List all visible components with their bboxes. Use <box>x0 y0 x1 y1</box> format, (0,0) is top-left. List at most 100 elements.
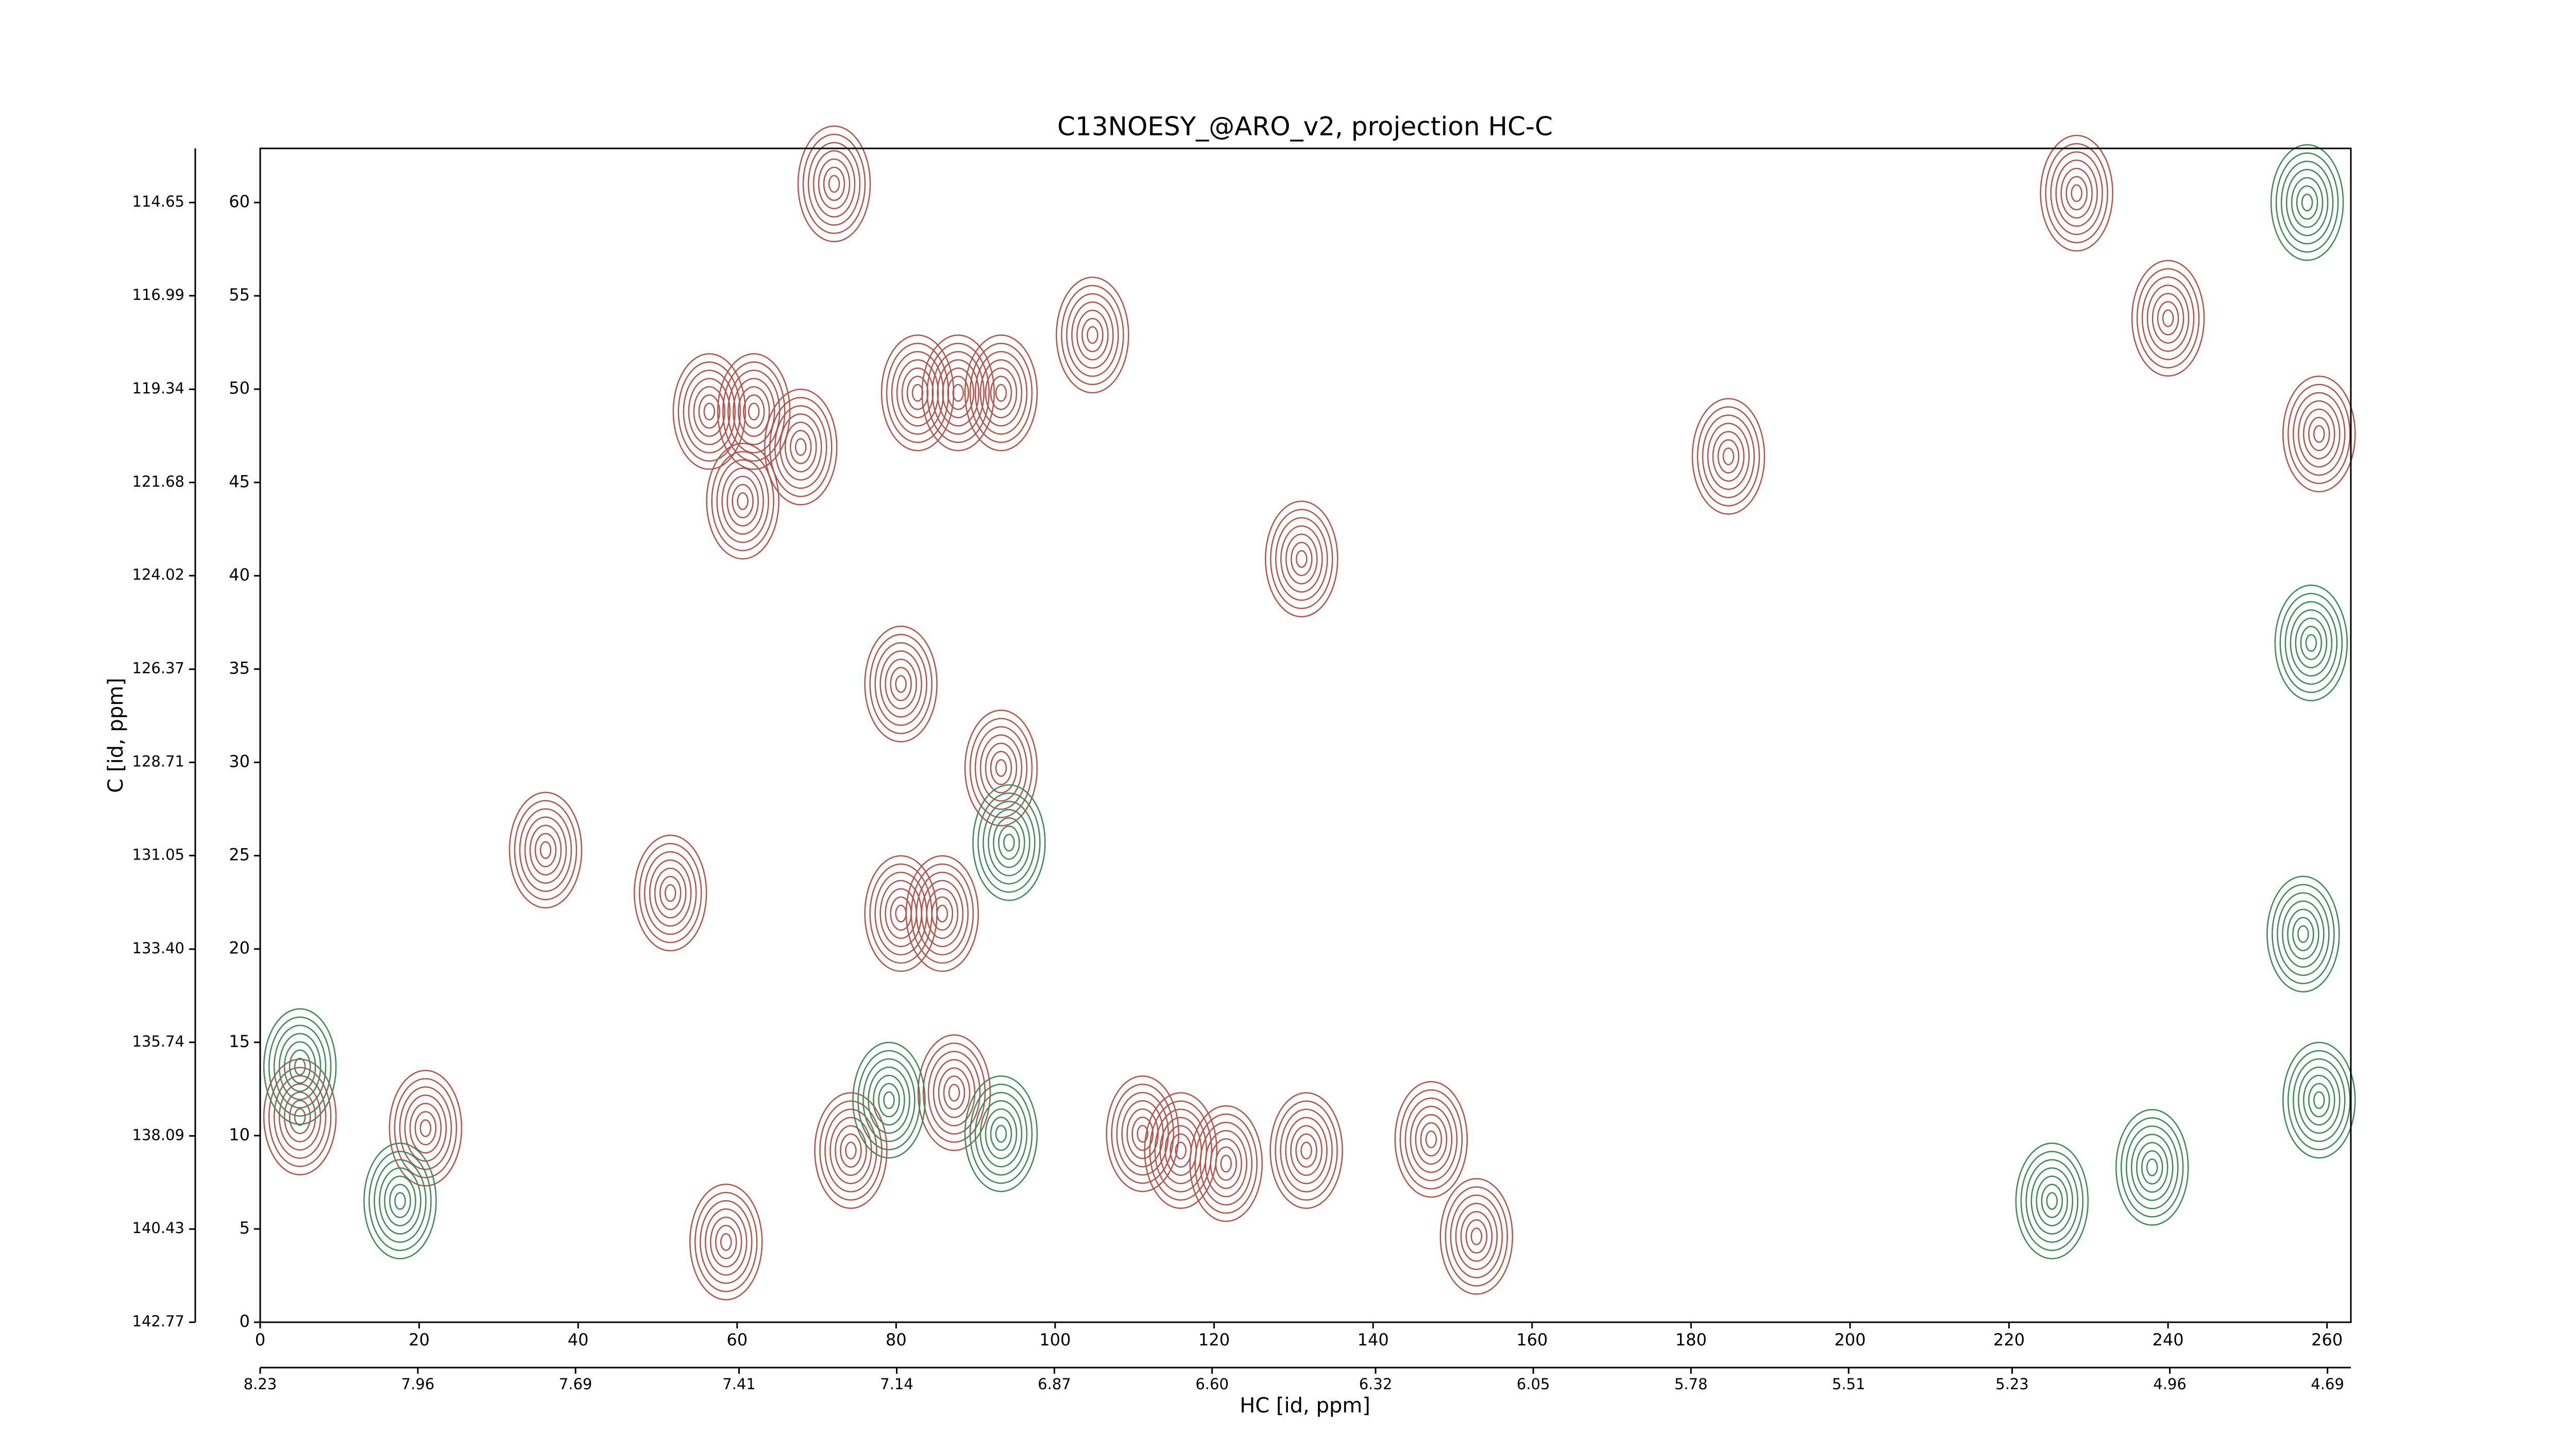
x-tick-label: 60 <box>726 1330 748 1350</box>
contour-line <box>1265 500 1338 618</box>
contour-line <box>683 369 736 453</box>
contour-line <box>1275 517 1328 601</box>
contour-line <box>273 1075 327 1159</box>
peak <box>764 389 838 506</box>
contour-line <box>2121 1117 2184 1218</box>
contour-line <box>2275 152 2339 253</box>
peak <box>864 626 938 743</box>
contour-line <box>922 1042 986 1143</box>
contour-line <box>879 880 922 948</box>
contour-line <box>779 413 822 481</box>
contour-line <box>926 343 990 443</box>
peak <box>363 1142 437 1259</box>
contour-line <box>1290 1125 1323 1176</box>
contour-line <box>693 386 726 437</box>
y-tick-label: 45 <box>229 471 250 491</box>
y-tick-label: 10 <box>229 1125 250 1144</box>
contour-line <box>972 784 1046 901</box>
contour-line <box>294 1108 306 1126</box>
contour-line <box>278 1083 321 1151</box>
x-tick-label: 180 <box>1675 1330 1707 1350</box>
contour-line <box>638 843 702 943</box>
contour-line <box>2060 167 2093 219</box>
contour-line <box>529 824 562 875</box>
contour-line <box>2040 134 2113 252</box>
contour-line <box>988 808 1030 877</box>
contour-line <box>964 334 1038 451</box>
y-tick-label: 55 <box>229 285 250 305</box>
contour-line <box>917 1034 991 1151</box>
contour-line <box>2157 301 2179 335</box>
peak <box>263 1008 337 1125</box>
contour-line <box>726 476 759 527</box>
contour-line <box>2305 634 2317 652</box>
contour-line <box>823 166 845 201</box>
contour-line <box>2141 1150 2163 1185</box>
contour-line <box>993 817 1025 868</box>
contour-line <box>716 459 769 543</box>
y-tick-label: 35 <box>229 658 250 678</box>
x-tick-label: 40 <box>568 1330 589 1350</box>
contour-line <box>2313 1091 2325 1109</box>
contour-line <box>1175 1141 1187 1160</box>
contour-line <box>2293 392 2346 476</box>
contour-line <box>1215 1146 1237 1181</box>
contour-line <box>534 833 557 867</box>
contour-line <box>1300 1141 1312 1160</box>
contour-line <box>1066 293 1119 377</box>
contour-line <box>1439 1178 1513 1295</box>
contour-line <box>985 367 1018 418</box>
contour-line <box>706 443 779 560</box>
contour-line <box>2115 1109 2189 1226</box>
contour-line <box>890 667 912 701</box>
contour-line <box>1199 1121 1252 1206</box>
peak <box>1106 1075 1179 1192</box>
contour-line <box>969 343 1033 443</box>
contour-line <box>1056 276 1129 394</box>
contour-line <box>880 334 955 451</box>
contour-line <box>931 351 985 435</box>
ppm-x-tick-label: 5.23 <box>1995 1375 2029 1393</box>
contour-line <box>869 634 933 734</box>
contour-line <box>794 438 807 456</box>
contour-line <box>942 367 974 418</box>
contour-line <box>2162 309 2174 327</box>
contour-line <box>990 376 1012 410</box>
ppm-x-tick-label: 8.23 <box>244 1375 277 1393</box>
contour-line <box>985 1108 1018 1159</box>
contour-line <box>2279 593 2343 693</box>
contour-line <box>1450 1194 1503 1278</box>
contour-line <box>2296 185 2318 220</box>
contour-line <box>2272 884 2335 984</box>
contour-line <box>374 1159 427 1243</box>
peak <box>509 791 583 908</box>
contour-line <box>2146 1158 2158 1176</box>
contour-line <box>874 642 927 726</box>
contour-line <box>2293 1058 2346 1142</box>
contour-line <box>1269 1092 1343 1209</box>
contour-line <box>2020 1151 2084 1251</box>
contour-line <box>995 384 1007 402</box>
contour-line <box>2300 626 2323 660</box>
contour-line <box>2025 1159 2079 1243</box>
contour-line <box>874 871 927 956</box>
contour-line <box>937 359 979 427</box>
peak <box>921 334 995 451</box>
contour-line <box>1399 1089 1463 1190</box>
contour-line <box>709 1217 742 1268</box>
contour-line <box>2301 193 2313 212</box>
contour-line <box>2131 1134 2174 1201</box>
contour-line <box>1189 1105 1263 1222</box>
contour-line <box>1712 431 1745 482</box>
x-tick-label: 20 <box>409 1330 430 1350</box>
contour-line <box>896 359 939 427</box>
contour-line <box>1717 439 1740 474</box>
contour-line <box>2298 1066 2341 1134</box>
contour-line <box>891 351 944 435</box>
contour-line <box>717 353 791 470</box>
contour-line <box>524 816 567 884</box>
peak <box>972 784 1046 901</box>
peak <box>964 1075 1038 1192</box>
contour-line <box>2285 169 2329 237</box>
x-tick-label: 100 <box>1039 1330 1071 1350</box>
